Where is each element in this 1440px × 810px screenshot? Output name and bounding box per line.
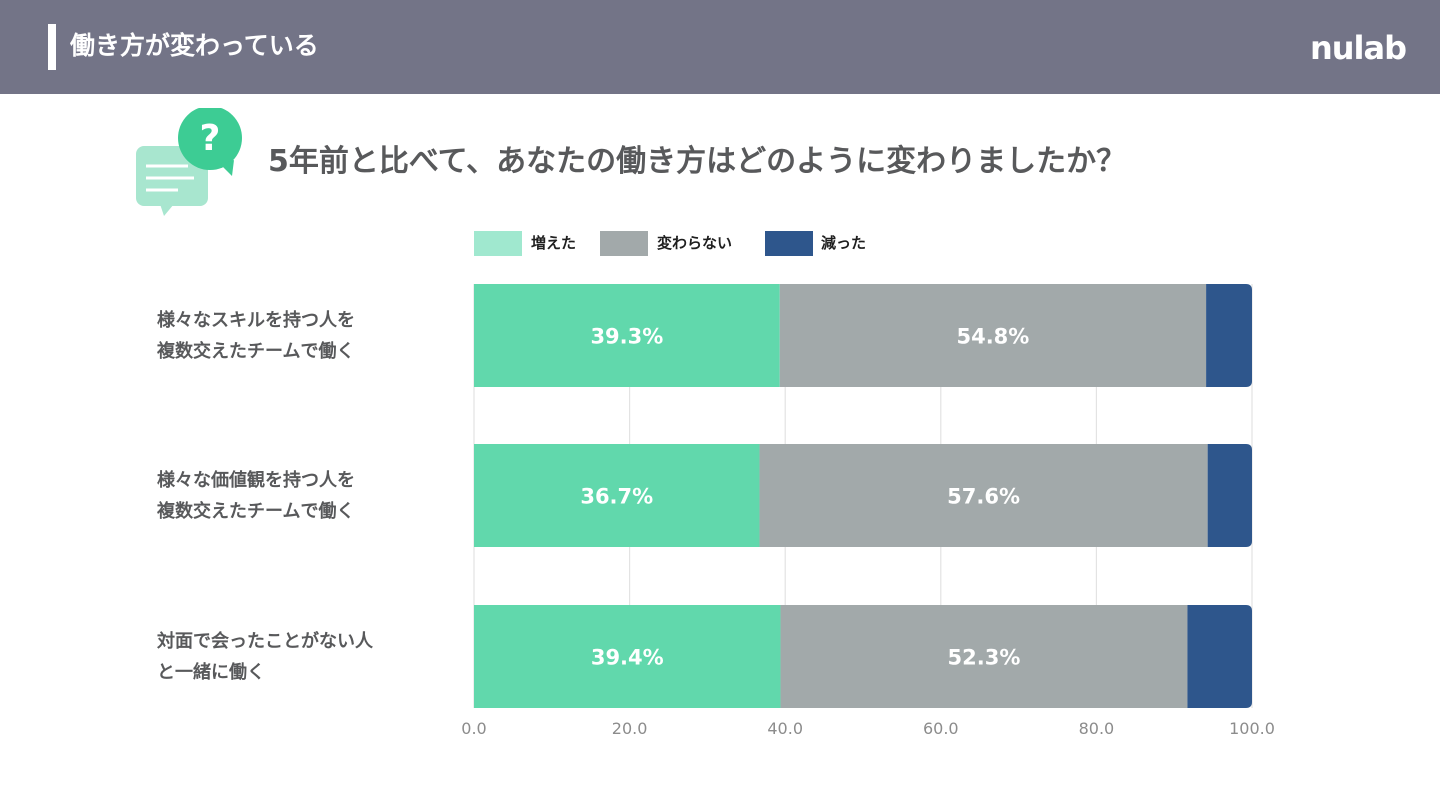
bar-segment	[779, 284, 1207, 387]
bar-segment	[780, 605, 1188, 708]
bar-value-label: 54.8%	[956, 325, 1029, 349]
legend-label: 減った	[821, 234, 866, 252]
x-tick-label: 60.0	[923, 719, 959, 738]
page-title: 働き方が変わっている	[70, 31, 319, 60]
bar-segment	[474, 284, 780, 387]
legend-swatch	[600, 231, 648, 256]
category-label: 複数交えたチームで働く	[156, 340, 354, 362]
bar-value-label: 36.7%	[580, 485, 653, 509]
category-label: 対面で会ったことがない人	[156, 630, 374, 652]
category-label: 複数交えたチームで働く	[156, 500, 354, 522]
bar-segment	[759, 444, 1208, 547]
bar-value-label: 57.6%	[947, 485, 1020, 509]
legend-label: 変わらない	[657, 234, 732, 252]
bar-segment	[1207, 444, 1252, 547]
x-tick-label: 40.0	[767, 719, 803, 738]
legend-label: 増えた	[531, 234, 576, 252]
nulab-logo: nulab	[1309, 29, 1407, 67]
x-tick-label: 80.0	[1079, 719, 1115, 738]
category-label: 様々な価値観を持つ人を	[157, 469, 355, 491]
bar-segment	[474, 605, 781, 708]
question-chat-icon: ?	[136, 108, 242, 216]
header-accent-bar	[48, 24, 56, 70]
x-tick-label: 100.0	[1229, 719, 1275, 738]
bar-value-label: 52.3%	[948, 646, 1021, 670]
question-mark-icon: ?	[200, 118, 221, 159]
legend-swatch	[474, 231, 522, 256]
bar-segment	[1187, 605, 1252, 708]
x-tick-label: 0.0	[461, 719, 486, 738]
bar-value-label: 39.3%	[590, 325, 663, 349]
x-tick-label: 20.0	[612, 719, 648, 738]
header-bar: 働き方が変わっている nulab	[0, 0, 1440, 94]
category-label: と一緒に働く	[157, 661, 265, 683]
bar-segment	[474, 444, 760, 547]
bar-value-label: 39.4%	[591, 646, 664, 670]
question-heading: 5年前と比べて、あなたの働き方はどのように変わりましたか？	[268, 144, 1127, 179]
bar-segment	[1206, 284, 1252, 387]
legend-swatch	[765, 231, 813, 256]
category-label: 様々なスキルを持つ人を	[157, 309, 355, 331]
